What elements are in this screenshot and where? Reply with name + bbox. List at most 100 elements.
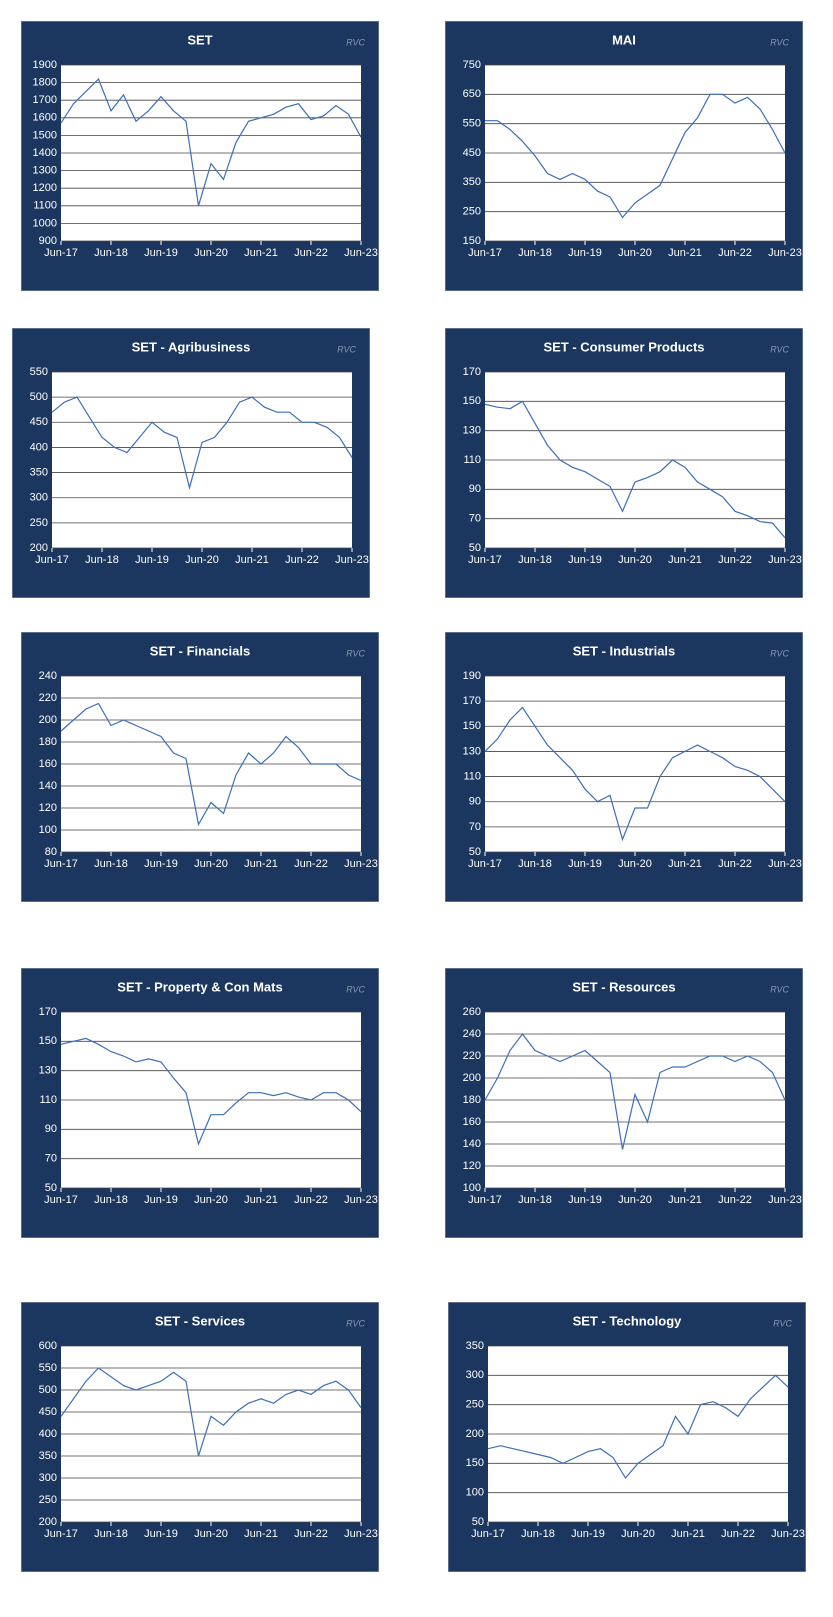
y-tick-label: 160 [39, 758, 57, 770]
x-tick-label: Jun-18 [521, 1528, 555, 1540]
chart-panel: SET - Services RVC 200 250 300 350 400 450 500 55… [21, 1302, 379, 1572]
x-tick-label: Jun-17 [44, 1528, 78, 1540]
x-tick-label: Jun-19 [144, 247, 178, 259]
x-tick-label: Jun-19 [571, 1528, 605, 1540]
chart-title: SET - Industrials [573, 643, 676, 658]
y-tick-label: 1800 [33, 77, 57, 89]
x-tick-label: Jun-17 [468, 858, 502, 870]
x-tick-label: Jun-23 [768, 554, 802, 566]
y-tick-label: 120 [463, 1160, 481, 1172]
chart-panel: SET - Consumer Products RVC 50 70 90 110 130 15… [445, 328, 803, 598]
y-tick-label: 130 [463, 745, 481, 757]
y-tick-label: 1300 [33, 165, 57, 177]
x-tick-label: Jun-17 [468, 554, 502, 566]
x-tick-label: Jun-20 [185, 554, 219, 566]
y-tick-label: 1600 [33, 112, 57, 124]
watermark: RVC [770, 648, 789, 658]
x-tick-label: Jun-21 [244, 247, 278, 259]
chart-panel: SET - Property & Con Mats RVC 50 70 90 110 130… [21, 968, 379, 1238]
y-tick-label: 70 [45, 1153, 57, 1165]
x-tick-label: Jun-19 [568, 554, 602, 566]
y-tick-label: 80 [45, 846, 57, 858]
x-tick-label: Jun-19 [568, 247, 602, 259]
chart-title: SET - Financials [150, 643, 250, 658]
chart-title: SET - Technology [573, 1313, 683, 1328]
chart-title: SET - Property & Con Mats [117, 979, 282, 994]
x-tick-label: Jun-23 [771, 1528, 805, 1540]
y-tick-label: 250 [39, 1494, 57, 1506]
y-tick-label: 200 [466, 1428, 484, 1440]
x-tick-label: Jun-17 [35, 554, 69, 566]
x-tick-label: Jun-18 [518, 554, 552, 566]
x-tick-label: Jun-17 [44, 247, 78, 259]
y-tick-label: 150 [466, 1457, 484, 1469]
y-tick-label: 300 [39, 1472, 57, 1484]
y-tick-label: 100 [466, 1487, 484, 1499]
x-tick-label: Jun-23 [768, 858, 802, 870]
y-tick-label: 220 [39, 692, 57, 704]
x-tick-label: Jun-23 [344, 1194, 378, 1206]
price-line [60, 78, 362, 206]
y-tick-label: 1500 [33, 129, 57, 141]
watermark: RVC [346, 37, 365, 47]
x-tick-label: Jun-18 [518, 1194, 552, 1206]
x-tick-label: Jun-19 [135, 554, 169, 566]
x-tick-label: Jun-22 [294, 1528, 328, 1540]
x-tick-label: Jun-22 [294, 1194, 328, 1206]
x-tick-label: Jun-22 [718, 554, 752, 566]
x-tick-label: Jun-20 [194, 858, 228, 870]
y-tick-label: 90 [469, 483, 481, 495]
x-tick-label: Jun-20 [618, 858, 652, 870]
price-line [487, 1374, 789, 1480]
y-tick-label: 90 [469, 796, 481, 808]
y-tick-label: 650 [463, 88, 481, 100]
y-tick-label: 150 [463, 235, 481, 247]
x-tick-label: Jun-21 [671, 1528, 705, 1540]
y-tick-label: 240 [463, 1028, 481, 1040]
price-line [51, 396, 353, 491]
x-tick-label: Jun-23 [344, 858, 378, 870]
x-tick-label: Jun-19 [144, 1194, 178, 1206]
chart-title: SET - Consumer Products [543, 339, 704, 354]
x-tick-label: Jun-19 [144, 1528, 178, 1540]
x-tick-label: Jun-17 [468, 1194, 502, 1206]
y-tick-label: 150 [463, 720, 481, 732]
y-tick-label: 450 [39, 1406, 57, 1418]
chart-title: SET - Agribusiness [132, 339, 251, 354]
x-tick-label: Jun-20 [618, 1194, 652, 1206]
price-line [485, 93, 786, 219]
x-tick-label: Jun-21 [235, 554, 269, 566]
x-tick-label: Jun-18 [94, 247, 128, 259]
x-tick-label: Jun-20 [618, 554, 652, 566]
y-tick-label: 1200 [33, 182, 57, 194]
y-tick-label: 450 [30, 416, 48, 428]
x-tick-label: Jun-21 [668, 858, 702, 870]
x-tick-label: Jun-22 [718, 858, 752, 870]
y-tick-label: 350 [463, 176, 481, 188]
price-line [484, 706, 786, 842]
y-tick-label: 150 [39, 1035, 57, 1047]
chart-title: SET [187, 32, 212, 47]
y-tick-label: 160 [463, 1116, 481, 1128]
x-tick-label: Jun-22 [718, 247, 752, 259]
y-tick-label: 90 [45, 1123, 57, 1135]
y-tick-label: 110 [463, 454, 481, 466]
y-tick-label: 900 [39, 235, 57, 247]
y-tick-label: 250 [30, 517, 48, 529]
chart-panel: MAI RVC 150 250 350 450 550 650 750 Jun-17 Jun-18 J… [445, 21, 803, 291]
x-tick-label: Jun-18 [94, 1528, 128, 1540]
price-line [60, 1367, 362, 1457]
x-tick-label: Jun-22 [718, 1194, 752, 1206]
x-tick-label: Jun-22 [721, 1528, 755, 1540]
y-tick-label: 500 [39, 1384, 57, 1396]
x-tick-label: Jun-23 [344, 1528, 378, 1540]
x-tick-label: Jun-19 [568, 1194, 602, 1206]
y-tick-label: 750 [463, 59, 481, 71]
y-tick-label: 400 [30, 441, 48, 453]
y-tick-label: 180 [39, 736, 57, 748]
y-tick-label: 170 [39, 1006, 57, 1018]
x-tick-label: Jun-23 [768, 247, 802, 259]
x-tick-label: Jun-20 [621, 1528, 655, 1540]
y-tick-label: 1000 [33, 217, 57, 229]
